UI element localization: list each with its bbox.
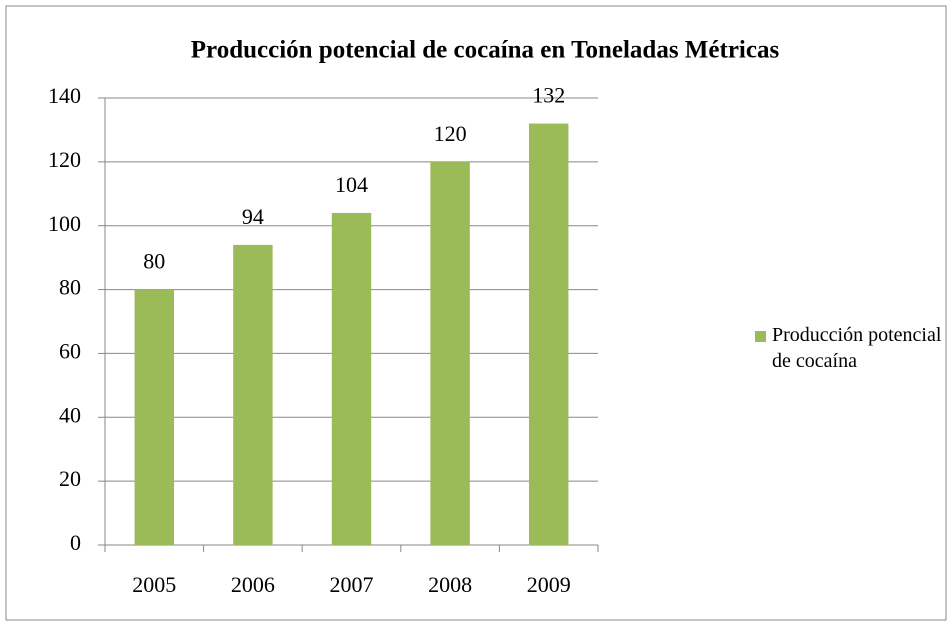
- y-tick-label: 0: [70, 530, 81, 555]
- y-tick-label: 120: [48, 147, 81, 172]
- data-label: 80: [143, 249, 165, 274]
- y-tick-label: 20: [59, 466, 81, 491]
- x-tick-label: 2009: [527, 572, 571, 597]
- data-label: 94: [242, 204, 264, 229]
- bar: [134, 289, 175, 545]
- y-tick-label: 80: [59, 275, 81, 300]
- data-label: 132: [532, 83, 565, 108]
- y-tick-label: 100: [48, 211, 81, 236]
- y-tick-label: 140: [48, 83, 81, 108]
- x-tick-label: 2006: [231, 572, 275, 597]
- x-tick-label: 2008: [428, 572, 472, 597]
- y-tick-label: 60: [59, 338, 81, 363]
- chart-title: Producción potencial de cocaína en Tonel…: [191, 37, 780, 64]
- data-label: 104: [335, 172, 368, 197]
- y-tick-label: 40: [59, 402, 81, 427]
- data-label: 120: [434, 121, 467, 146]
- legend-label: Producción potencial de cocaína: [772, 324, 942, 372]
- bar: [331, 212, 372, 545]
- x-tick-label: 2005: [132, 572, 176, 597]
- bar: [430, 161, 470, 545]
- bar: [233, 244, 273, 545]
- legend-swatch: [755, 331, 766, 342]
- bar: [528, 123, 569, 546]
- x-tick-label: 2007: [330, 572, 374, 597]
